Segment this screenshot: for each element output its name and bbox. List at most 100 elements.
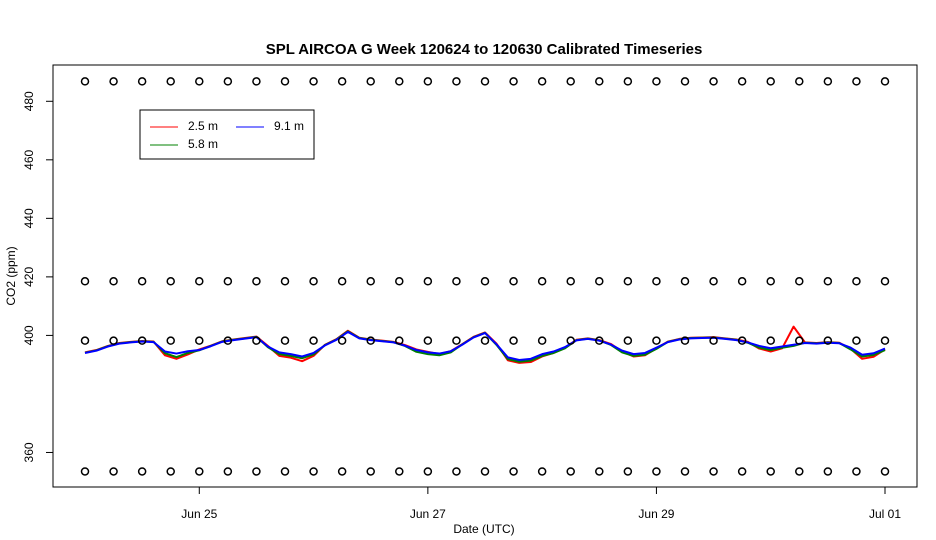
- calibration-point: [652, 336, 661, 345]
- calibration-point: [652, 277, 661, 286]
- calibration-point: [737, 336, 747, 345]
- calibration-point: [395, 467, 404, 476]
- calibration-point: [823, 77, 833, 86]
- calibration-point: [423, 77, 433, 86]
- calibration-point: [280, 277, 290, 286]
- calibration-point: [566, 336, 575, 345]
- calibration-point: [537, 336, 547, 345]
- calibration-point: [623, 277, 633, 286]
- calibration-point: [280, 77, 290, 86]
- y-tick-label: 480: [22, 91, 36, 111]
- calibration-point: [109, 336, 118, 345]
- calibration-point: [823, 467, 833, 476]
- x-tick-label: Jun 27: [410, 507, 446, 521]
- calibration-point: [709, 336, 718, 345]
- calibration-point: [452, 467, 461, 476]
- series-line: [84, 330, 886, 361]
- calibration-point: [109, 467, 118, 476]
- calibration-point: [509, 277, 518, 286]
- calibration-point: [452, 77, 461, 86]
- legend-box: [139, 109, 315, 160]
- calibration-point: [395, 336, 404, 345]
- calibration-point: [309, 277, 318, 286]
- y-tick-label: 360: [22, 442, 36, 462]
- calibration-point: [337, 277, 347, 286]
- calibration-point: [252, 277, 261, 286]
- calibration-point: [709, 77, 718, 86]
- calibration-point: [252, 77, 261, 86]
- calibration-point: [452, 336, 461, 345]
- calibration-point: [395, 277, 404, 286]
- calibration-point: [195, 336, 204, 345]
- calibration-point: [766, 77, 775, 86]
- calibration-point: [280, 336, 290, 345]
- calibration-point: [480, 77, 490, 86]
- calibration-point: [366, 277, 375, 286]
- calibration-point: [480, 336, 490, 345]
- calibration-point: [337, 77, 347, 86]
- calibration-point: [852, 467, 861, 476]
- calibration-point: [537, 77, 547, 86]
- calibration-point: [709, 277, 718, 286]
- calibration-point: [80, 277, 90, 286]
- legend-label: 2.5 m: [188, 119, 218, 133]
- calibration-point: [80, 467, 90, 476]
- calibration-point: [852, 277, 861, 286]
- x-tick-label: Jun 25: [181, 507, 217, 521]
- calibration-point: [366, 467, 375, 476]
- calibration-point: [880, 467, 890, 476]
- calibration-point: [623, 77, 633, 86]
- y-tick-label: 400: [22, 325, 36, 345]
- calibration-point: [137, 77, 147, 86]
- calibration-point: [737, 467, 747, 476]
- calibration-point: [195, 467, 204, 476]
- calibration-point: [566, 467, 575, 476]
- calibration-point: [766, 467, 775, 476]
- y-tick-label: 440: [22, 208, 36, 228]
- x-tick-label: Jul 01: [869, 507, 901, 521]
- calibration-point: [452, 277, 461, 286]
- calibration-point: [537, 277, 547, 286]
- calibration-point: [137, 336, 147, 345]
- calibration-point: [337, 336, 347, 345]
- calibration-point: [852, 77, 861, 86]
- calibration-point: [652, 77, 661, 86]
- calibration-point: [423, 277, 433, 286]
- calibration-point: [223, 77, 233, 86]
- calibration-point: [623, 336, 633, 345]
- calibration-point: [509, 77, 518, 86]
- calibration-point: [309, 77, 318, 86]
- calibration-point: [423, 336, 433, 345]
- calibration-point: [337, 467, 347, 476]
- calibration-point: [766, 277, 775, 286]
- x-tick-label: Jun 29: [638, 507, 674, 521]
- calibration-point: [537, 467, 547, 476]
- calibration-point: [680, 277, 690, 286]
- calibration-point: [80, 77, 90, 86]
- calibration-point: [680, 336, 690, 345]
- calibration-point: [880, 77, 890, 86]
- calibration-point: [166, 77, 175, 86]
- calibration-point: [80, 336, 90, 345]
- calibration-point: [566, 77, 575, 86]
- calibration-point: [823, 277, 833, 286]
- calibration-point: [623, 467, 633, 476]
- calibration-point: [480, 277, 490, 286]
- calibration-point: [795, 467, 804, 476]
- calibration-point: [595, 77, 604, 86]
- calibration-point: [309, 336, 318, 345]
- calibration-point: [566, 277, 575, 286]
- x-axis-label: Date (UTC): [453, 522, 514, 536]
- calibration-point: [680, 77, 690, 86]
- y-tick-label: 460: [22, 149, 36, 169]
- calibration-point: [223, 467, 233, 476]
- calibration-point: [595, 467, 604, 476]
- legend-label: 9.1 m: [274, 119, 304, 133]
- calibration-point: [109, 277, 118, 286]
- calibration-point: [366, 336, 375, 345]
- calibration-point: [195, 277, 204, 286]
- calibration-point: [737, 277, 747, 286]
- calibration-point: [395, 77, 404, 86]
- calibration-point: [709, 467, 718, 476]
- calibration-point: [795, 77, 804, 86]
